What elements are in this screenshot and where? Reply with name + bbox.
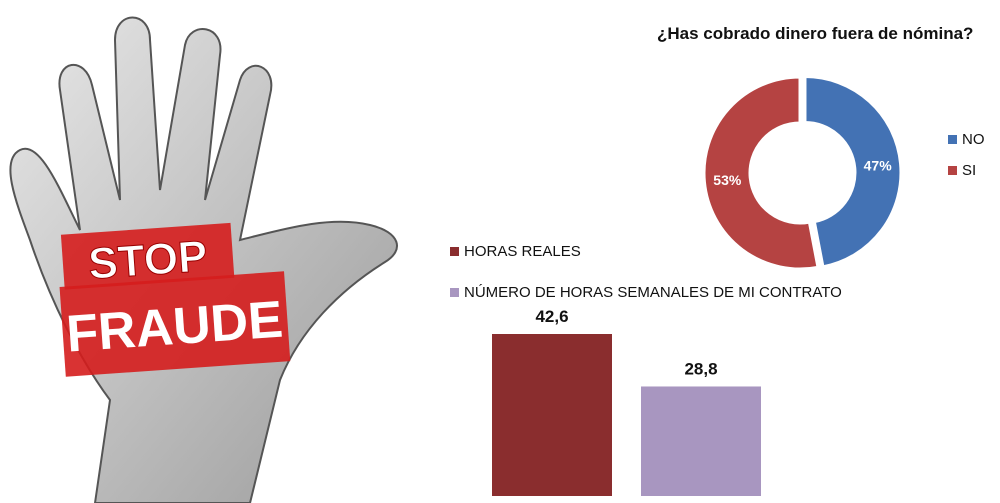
legend-label: NÚMERO DE HORAS SEMANALES DE MI CONTRATO [464, 284, 842, 301]
donut-data-label: 47% [864, 158, 893, 174]
legend-item-no: NO [948, 131, 985, 148]
legend-label: HORAS REALES [464, 243, 581, 260]
donut-chart: 47% 53% [702, 75, 903, 271]
bar-chart: 42,6 28,8 [492, 307, 761, 496]
legend-swatch [948, 135, 957, 144]
bar-data-label: 28,8 [684, 359, 717, 378]
donut-data-label: 53% [713, 172, 742, 188]
bar-1 [492, 334, 612, 496]
legend-item-si: SI [948, 162, 976, 179]
legend-label: SI [962, 162, 977, 179]
legend-swatch [450, 288, 459, 297]
donut-slice-si [702, 75, 820, 271]
legend-item-horas-contrato: NÚMERO DE HORAS SEMANALES DE MI CONTRATO [450, 284, 842, 301]
bar-data-label: 42,6 [535, 307, 568, 326]
bar-2 [641, 386, 761, 496]
legend-swatch [450, 247, 459, 256]
legend-item-horas-reales: HORAS REALES [450, 243, 581, 260]
legend-label: NO [962, 131, 985, 148]
donut-slice-no [803, 75, 903, 269]
stamp: STOP FRAUDE [59, 222, 291, 377]
donut-chart-title: ¿Has cobrado dinero fuera de nómina? [657, 24, 974, 43]
legend-swatch [948, 166, 957, 175]
stamp-stop-text: STOP [87, 232, 209, 289]
stop-fraude-hand-image: STOP FRAUDE [9, 16, 398, 503]
